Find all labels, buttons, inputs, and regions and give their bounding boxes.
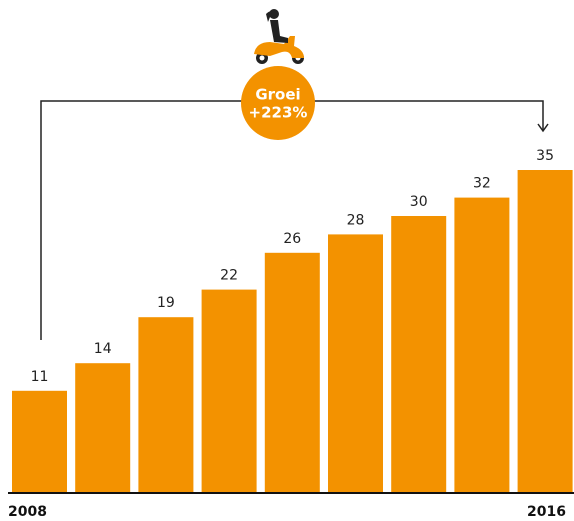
value-label: 28 — [347, 212, 365, 228]
bar — [75, 363, 131, 492]
bracket-arrow — [537, 123, 549, 133]
x-tick-label: 2016 — [527, 504, 566, 520]
bar — [454, 197, 510, 492]
value-label: 19 — [157, 295, 175, 311]
bar — [138, 317, 194, 492]
bar — [328, 234, 383, 492]
bar — [12, 390, 67, 492]
badge-text: +223% — [249, 104, 308, 122]
value-label: 32 — [473, 176, 491, 192]
value-label: 11 — [31, 369, 49, 385]
badge-title: Groei — [255, 86, 300, 104]
value-label: 35 — [536, 148, 554, 164]
bar — [264, 252, 320, 492]
bar — [517, 170, 573, 492]
bar — [201, 289, 257, 492]
value-label: 26 — [283, 231, 301, 247]
x-tick-label: 2008 — [8, 504, 47, 520]
scooter-icon — [254, 9, 304, 64]
value-label: 22 — [220, 268, 238, 284]
growth-badge — [241, 66, 315, 140]
value-label: 30 — [410, 194, 428, 210]
value-label: 14 — [94, 341, 112, 357]
bar — [391, 216, 447, 492]
